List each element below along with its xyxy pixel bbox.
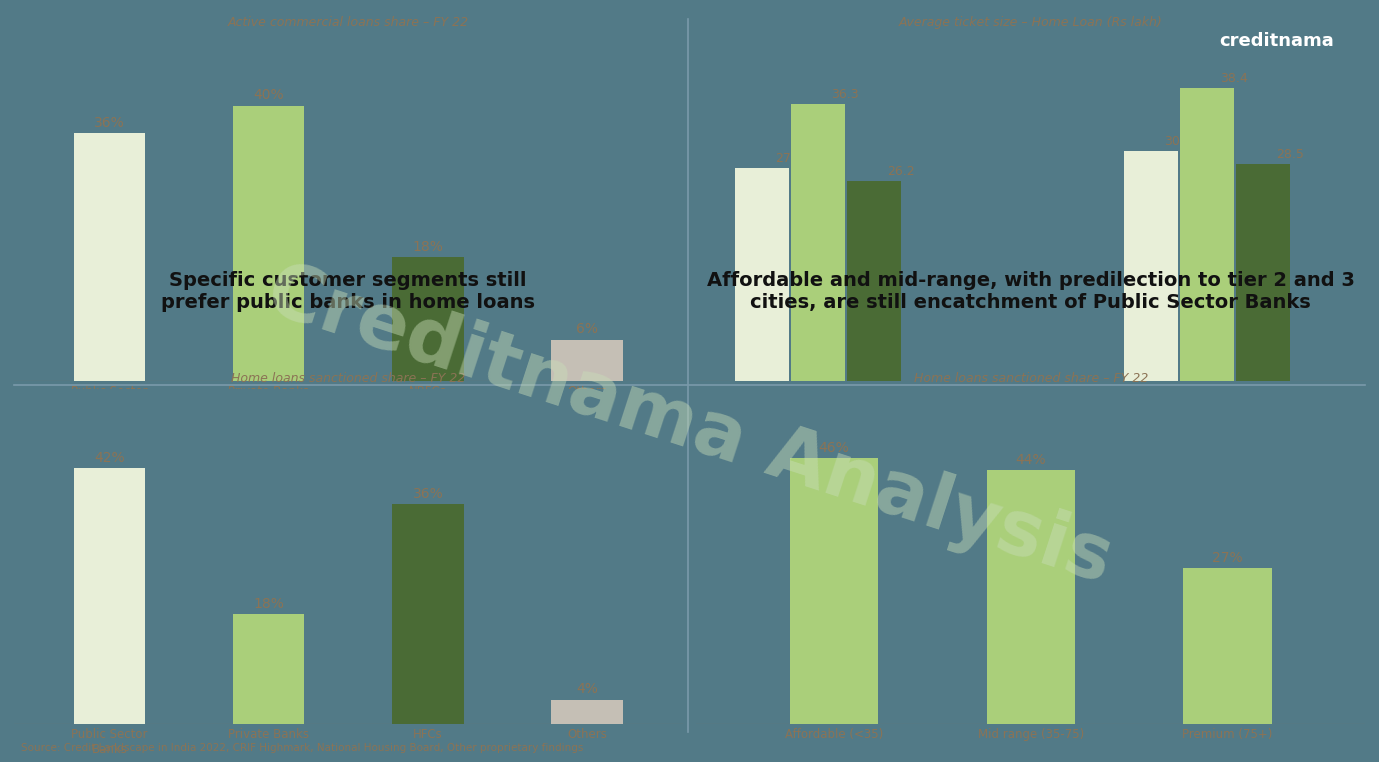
Text: 38.4: 38.4 bbox=[1220, 72, 1248, 85]
Text: creditnama: creditnama bbox=[1219, 32, 1333, 50]
Text: 30.2: 30.2 bbox=[1164, 135, 1191, 148]
Text: FY 21: FY 21 bbox=[826, 408, 863, 421]
Text: FY 22: FY 22 bbox=[1215, 408, 1252, 421]
Bar bbox=[1183, 568, 1271, 724]
Text: 18%: 18% bbox=[254, 597, 284, 611]
Text: Home loans sanctioned share – FY 22: Home loans sanctioned share – FY 22 bbox=[914, 372, 1147, 385]
Text: Specific customer segments still
prefer public banks in home loans: Specific customer segments still prefer … bbox=[161, 271, 535, 312]
Text: 27%: 27% bbox=[1212, 551, 1242, 565]
Bar bbox=[73, 133, 145, 381]
Text: 36.3: 36.3 bbox=[832, 88, 859, 101]
Bar bbox=[1180, 88, 1234, 381]
Text: Home loans sanctioned share – FY 22: Home loans sanctioned share – FY 22 bbox=[232, 372, 465, 385]
Bar bbox=[552, 700, 623, 724]
Bar bbox=[1124, 151, 1178, 381]
Bar bbox=[73, 468, 145, 724]
Bar bbox=[790, 458, 878, 724]
Bar bbox=[792, 104, 845, 381]
Bar bbox=[735, 168, 789, 381]
Text: 26.2: 26.2 bbox=[887, 165, 914, 178]
Bar bbox=[233, 105, 305, 381]
Text: 27.9: 27.9 bbox=[775, 152, 803, 165]
Bar bbox=[392, 257, 463, 381]
Text: 46%: 46% bbox=[819, 441, 849, 455]
Bar bbox=[847, 181, 900, 381]
Text: 18%: 18% bbox=[412, 239, 443, 254]
Text: Creditnama Analysis: Creditnama Analysis bbox=[258, 255, 1121, 599]
Legend: Public Sector Banks, Private Banks, Housing Finance Companies: Public Sector Banks, Private Banks, Hous… bbox=[794, 421, 1267, 440]
Text: Active commercial loans share – FY 22: Active commercial loans share – FY 22 bbox=[228, 16, 469, 29]
Text: 36%: 36% bbox=[94, 116, 124, 130]
Bar bbox=[233, 614, 305, 724]
Text: 28.5: 28.5 bbox=[1276, 148, 1303, 161]
Text: 36%: 36% bbox=[412, 488, 443, 501]
Text: Source: Credit Landscape in India 2022, CRIF Highmark, National Housing Board, O: Source: Credit Landscape in India 2022, … bbox=[21, 743, 583, 753]
Text: 40%: 40% bbox=[254, 88, 284, 102]
Bar bbox=[392, 504, 463, 724]
Text: 6%: 6% bbox=[576, 322, 598, 336]
Bar bbox=[986, 469, 1076, 724]
Bar bbox=[1237, 164, 1289, 381]
Text: 44%: 44% bbox=[1015, 453, 1047, 466]
Bar bbox=[552, 340, 623, 381]
Text: Affordable and mid-range, with predilection to tier 2 and 3
cities, are still en: Affordable and mid-range, with predilect… bbox=[707, 271, 1354, 312]
Text: 4%: 4% bbox=[576, 683, 598, 696]
Text: 42%: 42% bbox=[94, 451, 124, 465]
Text: Average ticket size – Home Loan (Rs lakh): Average ticket size – Home Loan (Rs lakh… bbox=[899, 16, 1162, 29]
